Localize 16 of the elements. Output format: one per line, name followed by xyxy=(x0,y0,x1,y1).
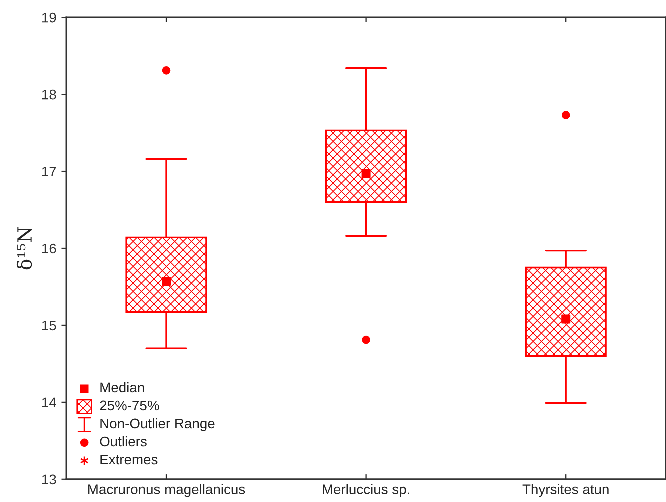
x-tick-label: Merluccius sp. xyxy=(323,484,410,498)
x-tick-label: Thyrsites atun xyxy=(522,484,609,498)
annotation: Outliers xyxy=(100,436,147,447)
y-tick-label: 17 xyxy=(42,166,56,177)
annotation: Median xyxy=(100,382,144,393)
y-tick-label: 16 xyxy=(42,244,56,254)
y-tick-label: 19 xyxy=(42,12,56,23)
y-tick-label: 13 xyxy=(42,474,56,485)
annotation: Extremes xyxy=(100,454,158,465)
y-tick-label: 15 xyxy=(42,320,56,331)
annotation: 25%-75% xyxy=(100,400,160,411)
annotation: Non-Outlier Range xyxy=(100,418,215,432)
y-tick-label: 18 xyxy=(42,90,56,100)
x-tick-label: Macruronus magellanicus xyxy=(88,484,246,498)
y-tick-label: 14 xyxy=(42,398,56,408)
y-axis-title: δ¹⁵N xyxy=(16,227,32,270)
